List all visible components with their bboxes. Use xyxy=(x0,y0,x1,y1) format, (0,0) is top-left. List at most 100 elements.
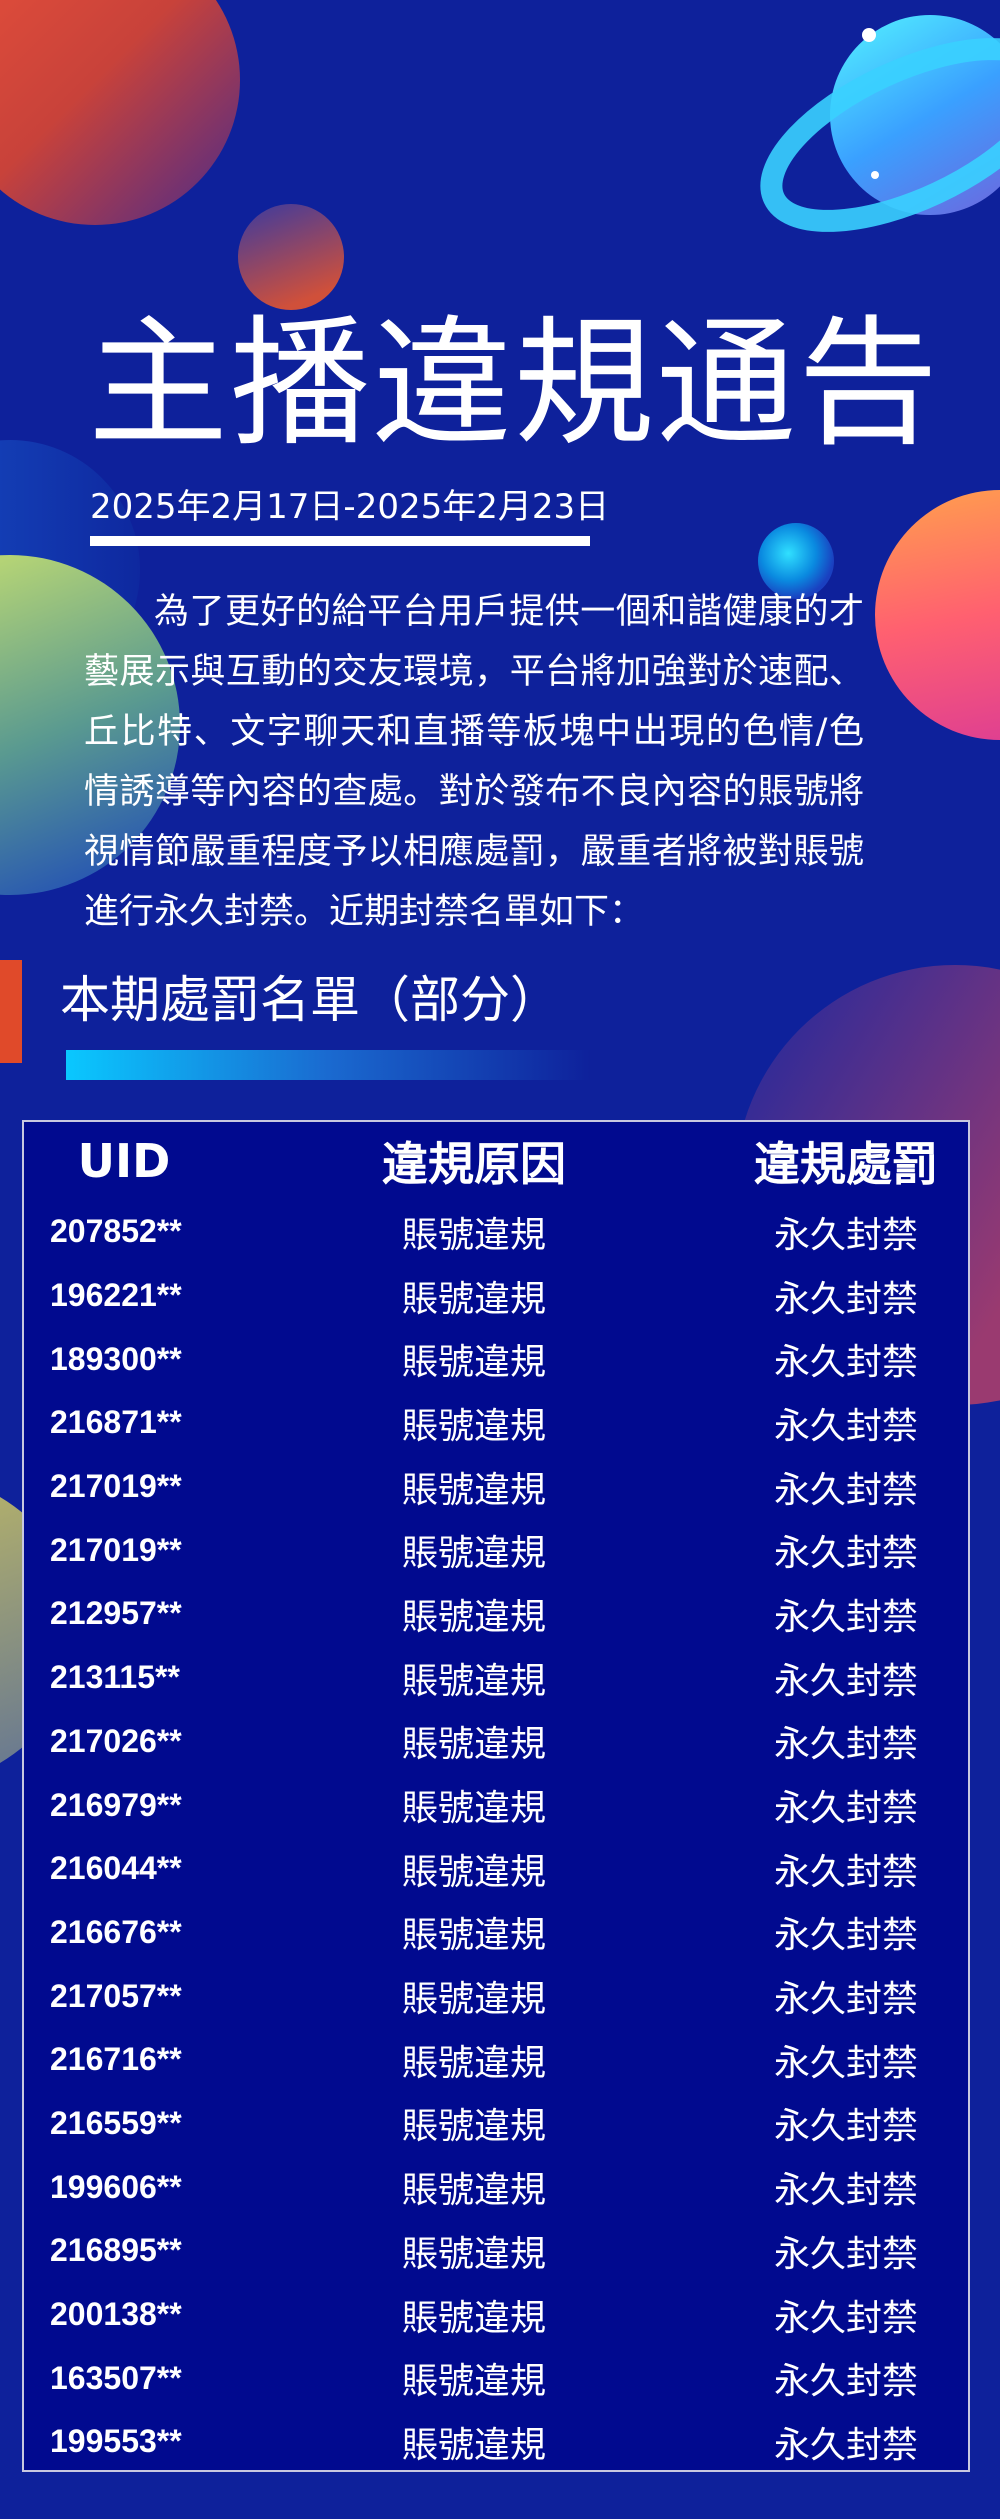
cell-uid: 216895** xyxy=(50,2232,182,2269)
cell-reason: 賬號違規 xyxy=(401,1214,546,1256)
cell-reason: 賬號違規 xyxy=(401,2106,546,2148)
table-row: 213115** 賬號違規 永久封禁 xyxy=(24,1646,968,1710)
table-row: 217026** 賬號違規 永久封禁 xyxy=(24,1710,968,1774)
table-row: 217019** 賬號違規 永久封禁 xyxy=(24,1455,968,1519)
cell-reason: 賬號違規 xyxy=(401,1915,546,1957)
table-row: 189300** 賬號違規 永久封禁 xyxy=(24,1327,968,1391)
table-row: 200138** 賬號違規 永久封禁 xyxy=(24,2283,968,2347)
section-title: 本期處罰名單（部分） xyxy=(60,971,560,1029)
planet-ring-decoration xyxy=(760,38,1000,232)
cell-uid: 217026** xyxy=(50,1722,182,1759)
cell-uid: 200138** xyxy=(50,2296,182,2333)
section-gradient-bar xyxy=(66,1050,590,1080)
cell-uid: 217019** xyxy=(50,1531,182,1568)
cell-reason: 賬號違規 xyxy=(401,1724,546,1766)
cell-penalty: 永久封禁 xyxy=(773,1278,918,1320)
cell-penalty: 永久封禁 xyxy=(773,2424,918,2466)
table-row: 196221** 賬號違規 永久封禁 xyxy=(24,1264,968,1328)
cell-penalty: 永久封禁 xyxy=(773,2297,918,2339)
intro-paragraph: 為了更好的給平台用戶提供一個和諧健康的才藝展示與互動的交友環境，平台將加強對於速… xyxy=(84,592,864,932)
cell-penalty: 永久封禁 xyxy=(773,1851,918,1893)
cell-penalty: 永久封禁 xyxy=(773,2233,918,2275)
cell-uid: 216559** xyxy=(50,2104,182,2141)
table-row: 216871** 賬號違規 永久封禁 xyxy=(24,1391,968,1455)
cell-penalty: 永久封禁 xyxy=(773,1979,918,2021)
header-reason: 違規原因 xyxy=(382,1137,566,1191)
cell-reason: 賬號違規 xyxy=(401,1533,546,1575)
planet-decoration xyxy=(875,490,1000,740)
cell-penalty: 永久封禁 xyxy=(773,1214,918,1256)
table-row: 217019** 賬號違規 永久封禁 xyxy=(24,1518,968,1582)
table-body: 207852** 賬號違規 永久封禁 196221** 賬號違規 永久封禁 189300**… xyxy=(24,1200,968,2474)
table-row: 216979** 賬號違規 永久封禁 xyxy=(24,1773,968,1837)
table-row: 199606** 賬號違規 永久封禁 xyxy=(24,2155,968,2219)
cell-uid: 216044** xyxy=(50,1850,182,1887)
cell-reason: 賬號違規 xyxy=(401,1660,546,1702)
table-row: 207852** 賬號違規 永久封禁 xyxy=(24,1200,968,1264)
cell-reason: 賬號違規 xyxy=(401,1405,546,1447)
table-row: 216044** 賬號違規 永久封禁 xyxy=(24,1837,968,1901)
cell-reason: 賬號違規 xyxy=(401,2233,546,2275)
page-title: 主播違規通告 xyxy=(88,303,941,466)
cell-uid: 189300** xyxy=(50,1340,182,1377)
date-underline xyxy=(90,536,590,546)
cell-penalty: 永久封禁 xyxy=(773,1788,918,1830)
planet-decoration xyxy=(0,0,240,225)
table-row: 216895** 賬號違規 永久封禁 xyxy=(24,2219,968,2283)
cell-uid: 216979** xyxy=(50,1786,182,1823)
cell-penalty: 永久封禁 xyxy=(773,1915,918,1957)
cell-uid: 213115** xyxy=(50,1659,180,1696)
cell-reason: 賬號違規 xyxy=(401,1788,546,1830)
cell-uid: 199606** xyxy=(50,2168,182,2205)
table-header-row: UID 違規原因 違規處罰 xyxy=(24,1122,968,1200)
cell-uid: 196221** xyxy=(50,1277,182,1314)
cell-reason: 賬號違規 xyxy=(401,2424,546,2466)
cell-reason: 賬號違規 xyxy=(401,1278,546,1320)
planet-decoration xyxy=(0,555,180,895)
cell-uid: 216871** xyxy=(50,1404,182,1441)
table-row: 216559** 賬號違規 永久封禁 xyxy=(24,2092,968,2156)
cell-uid: 212957** xyxy=(50,1595,182,1632)
cell-reason: 賬號違規 xyxy=(401,2361,546,2403)
cell-uid: 217057** xyxy=(50,1977,182,2014)
cell-penalty: 永久封禁 xyxy=(773,1405,918,1447)
cell-reason: 賬號違規 xyxy=(401,1851,546,1893)
table-row: 216716** 賬號違規 永久封禁 xyxy=(24,2028,968,2092)
cell-reason: 賬號違規 xyxy=(401,1596,546,1638)
table-row: 199553** 賬號違規 永久封禁 xyxy=(24,2410,968,2474)
cell-penalty: 永久封禁 xyxy=(773,2361,918,2403)
table-row: 163507** 賬號違規 永久封禁 xyxy=(24,2346,968,2410)
section-accent-bar xyxy=(0,960,22,1063)
cell-penalty: 永久封禁 xyxy=(773,2042,918,2084)
cell-penalty: 永久封禁 xyxy=(773,2106,918,2148)
cell-reason: 賬號違規 xyxy=(401,2170,546,2212)
cell-uid: 216676** xyxy=(50,1913,182,1950)
cell-reason: 賬號違規 xyxy=(401,1979,546,2021)
cell-uid: 199553** xyxy=(50,2423,182,2460)
cell-penalty: 永久封禁 xyxy=(773,1596,918,1638)
table-row: 212957** 賬號違規 永久封禁 xyxy=(24,1582,968,1646)
cell-reason: 賬號違規 xyxy=(401,2297,546,2339)
cell-uid: 207852** xyxy=(50,1213,182,1250)
cell-penalty: 永久封禁 xyxy=(773,2170,918,2212)
planet-decoration xyxy=(238,204,344,310)
header-uid: UID xyxy=(77,1134,171,1188)
cell-penalty: 永久封禁 xyxy=(773,1342,918,1384)
cell-penalty: 永久封禁 xyxy=(773,1469,918,1511)
star-decoration xyxy=(871,171,879,179)
cell-penalty: 永久封禁 xyxy=(773,1724,918,1766)
cell-uid: 163507** xyxy=(50,2359,182,2396)
planet-decoration xyxy=(758,523,834,599)
cell-penalty: 永久封禁 xyxy=(773,1533,918,1575)
cell-uid: 217019** xyxy=(50,1468,182,1505)
cell-penalty: 永久封禁 xyxy=(773,1660,918,1702)
penalty-table: UID 違規原因 違規處罰 207852** 賬號違規 永久封禁 196221** 賬號… xyxy=(22,1120,970,2472)
cell-uid: 216716** xyxy=(50,2041,182,2078)
date-range: 2025年2月17日-2025年2月23日 xyxy=(90,487,610,527)
cell-reason: 賬號違規 xyxy=(401,1469,546,1511)
header-penalty: 違規處罰 xyxy=(754,1137,938,1191)
ringed-planet-decoration xyxy=(830,15,1000,215)
table-row: 216676** 賬號違規 永久封禁 xyxy=(24,1901,968,1965)
cell-reason: 賬號違規 xyxy=(401,1342,546,1384)
star-decoration xyxy=(862,28,876,42)
